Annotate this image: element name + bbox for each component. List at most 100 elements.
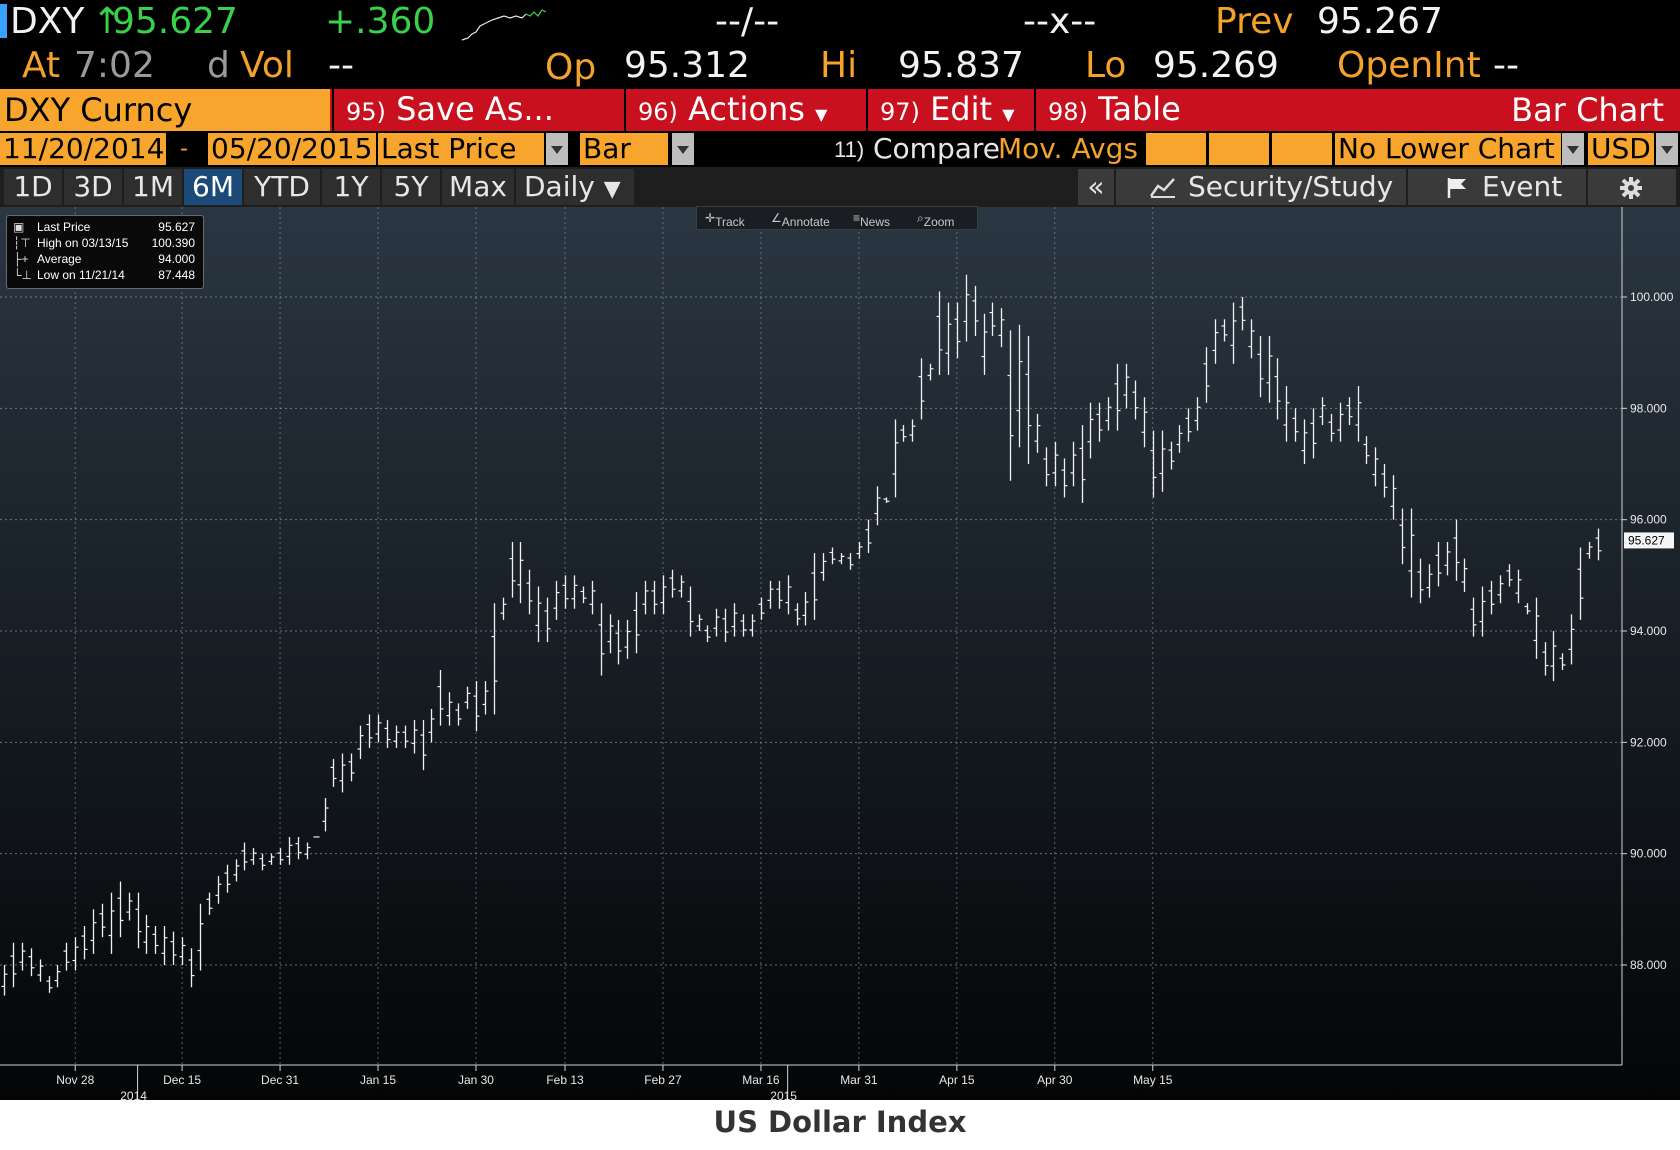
dvol-prefix: d (207, 45, 230, 86)
field-select[interactable]: Last Price (378, 133, 544, 165)
period-3d[interactable]: 3D (64, 169, 122, 205)
study-slot-3[interactable] (1272, 133, 1332, 165)
zoom-label: Zoom (923, 215, 955, 229)
actions-menu-button[interactable]: 96) Actions ▼ (624, 89, 864, 131)
mov-avgs-button[interactable]: Mov. Avgs (998, 132, 1138, 165)
start-date-field[interactable]: 11/20/2014 (0, 133, 166, 165)
currency-select[interactable]: USD (1588, 133, 1654, 165)
period-max[interactable]: Max (442, 169, 514, 205)
price-bar (731, 603, 738, 637)
annotate-button[interactable]: ∠ Annotate (771, 211, 830, 229)
study-slot-2[interactable] (1209, 133, 1269, 165)
end-date-field[interactable]: 05/20/2015 (208, 133, 376, 165)
track-button[interactable]: ✛ Track (705, 211, 745, 229)
price-bar (981, 313, 988, 375)
gear-icon (1620, 177, 1642, 199)
edit-menu-button[interactable]: 97) Edit ▼ (866, 89, 1032, 131)
price-bar (1524, 603, 1531, 615)
dvol-label: Vol (240, 45, 294, 86)
price-bar (1061, 458, 1068, 498)
chevron-down-icon: ▼ (603, 177, 621, 202)
price-bar (598, 603, 605, 676)
price-bar (1461, 558, 1468, 593)
price-bar (152, 926, 159, 954)
price-bar (526, 569, 533, 615)
lower-chart-select[interactable]: No Lower Chart (1335, 133, 1561, 165)
focus-marker (0, 4, 7, 38)
price-bar (900, 425, 907, 442)
compare-button[interactable]: Compare (873, 132, 1001, 165)
news-button[interactable]: ≡ News (853, 211, 891, 229)
settings-gear-button[interactable] (1588, 169, 1676, 205)
price-bar (678, 575, 685, 598)
price-bar (954, 302, 961, 359)
collapse-icon[interactable]: « (1078, 169, 1114, 205)
chart-caption: US Dollar Index (713, 1105, 967, 1139)
price-bar (420, 720, 427, 771)
price-bar (687, 586, 694, 637)
price-bar (1355, 386, 1362, 442)
x-tick-label: Dec 31 (261, 1073, 299, 1087)
currency-dropdown-icon[interactable] (1656, 133, 1678, 165)
security-field[interactable]: DXY Curncy (0, 89, 330, 131)
price-bar (286, 836, 293, 865)
table-button[interactable]: 98) Table (1034, 89, 1214, 131)
price-bar (704, 625, 711, 643)
event-button[interactable]: Event (1408, 169, 1586, 205)
price-bar (1328, 413, 1335, 442)
chart-legend: ▣ Last Price 95.627 ┆⊤ High on 03/13/15 … (6, 215, 204, 289)
price-bar (188, 948, 195, 988)
openint-value: -- (1493, 45, 1519, 86)
price-bar (1007, 330, 1014, 481)
price-bar (1453, 519, 1460, 581)
chart-background (0, 207, 1680, 1100)
style-dropdown-icon[interactable] (672, 133, 694, 165)
price-chart[interactable]: 88.000 90.000 92.000 94.000 96.000 98.000 100.… (0, 207, 1680, 1100)
edit-number: 97) (880, 98, 920, 126)
ticker-symbol: DXY (10, 1, 85, 42)
price-bar (1435, 541, 1442, 587)
price-bar (633, 592, 640, 654)
period-5y[interactable]: 5Y (382, 169, 440, 205)
price-bar (642, 580, 649, 615)
price-bar (1105, 397, 1112, 431)
field-dropdown-icon[interactable] (546, 133, 568, 165)
save-as-button[interactable]: 95) Save As... (332, 89, 622, 131)
price-bar (197, 903, 204, 971)
frequency-label: Daily (524, 170, 595, 203)
price-bar (1203, 347, 1210, 403)
event-label: Event (1482, 170, 1563, 203)
zoom-button[interactable]: ⌕ Zoom (917, 211, 955, 229)
security-study-button[interactable]: Security/Study (1116, 169, 1406, 205)
period-6m[interactable]: 6M (184, 169, 242, 205)
x-tick-label: Mar 31 (840, 1073, 878, 1087)
price-bar (1239, 297, 1246, 331)
x-tick-label: Dec 15 (163, 1073, 201, 1087)
last-value-label: 95.627 (1628, 533, 1665, 547)
price-bar (90, 909, 97, 954)
period-1y[interactable]: 1Y (322, 169, 380, 205)
price-bar (143, 914, 150, 954)
x-tick-label: May 15 (1133, 1073, 1173, 1087)
period-1m[interactable]: 1M (124, 169, 182, 205)
price-bar (740, 614, 747, 637)
price-bar (1087, 402, 1094, 459)
compare-number: 11) (834, 137, 865, 162)
price-bar (1550, 631, 1557, 682)
sparkline-icon (461, 9, 547, 41)
price-bar (517, 541, 524, 604)
frequency-select[interactable]: Daily ▼ (516, 169, 634, 205)
price-bar (304, 842, 311, 860)
price-bar (1559, 653, 1566, 670)
price-bar (945, 302, 952, 375)
period-1d[interactable]: 1D (4, 169, 62, 205)
stats-line: At 7:02 d Vol -- Op 95.312 Hi 95.837 Lo … (0, 44, 1680, 88)
study-slot-1[interactable] (1146, 133, 1206, 165)
price-bar (348, 753, 355, 782)
lower-chart-dropdown-icon[interactable] (1562, 133, 1584, 165)
price-bar (1248, 319, 1255, 359)
style-select[interactable]: Bar (580, 133, 668, 165)
price-bar (509, 541, 516, 598)
period-ytd[interactable]: YTD (244, 169, 320, 205)
price-bar (1096, 402, 1103, 442)
